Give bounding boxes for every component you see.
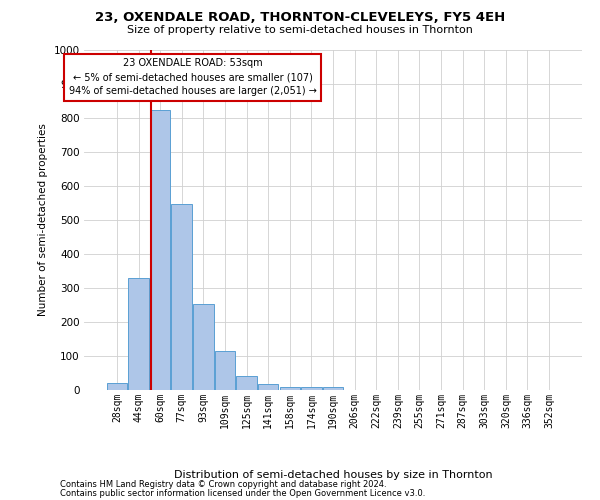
Bar <box>258 384 278 390</box>
Y-axis label: Number of semi-detached properties: Number of semi-detached properties <box>38 124 48 316</box>
Text: 23 OXENDALE ROAD: 53sqm
← 5% of semi-detached houses are smaller (107)
94% of se: 23 OXENDALE ROAD: 53sqm ← 5% of semi-det… <box>68 58 316 96</box>
Text: Size of property relative to semi-detached houses in Thornton: Size of property relative to semi-detach… <box>127 25 473 35</box>
Text: Contains public sector information licensed under the Open Government Licence v3: Contains public sector information licen… <box>60 488 425 498</box>
Bar <box>236 376 257 390</box>
Bar <box>280 386 300 390</box>
Bar <box>193 304 214 390</box>
Bar <box>301 386 322 390</box>
Bar <box>323 388 343 390</box>
Bar <box>172 204 192 390</box>
Text: 23, OXENDALE ROAD, THORNTON-CLEVELEYS, FY5 4EH: 23, OXENDALE ROAD, THORNTON-CLEVELEYS, F… <box>95 11 505 24</box>
Bar <box>128 278 149 390</box>
Text: Contains HM Land Registry data © Crown copyright and database right 2024.: Contains HM Land Registry data © Crown c… <box>60 480 386 489</box>
Bar <box>215 351 235 390</box>
Bar <box>107 383 127 390</box>
X-axis label: Distribution of semi-detached houses by size in Thornton: Distribution of semi-detached houses by … <box>173 470 493 480</box>
Bar <box>150 110 170 390</box>
